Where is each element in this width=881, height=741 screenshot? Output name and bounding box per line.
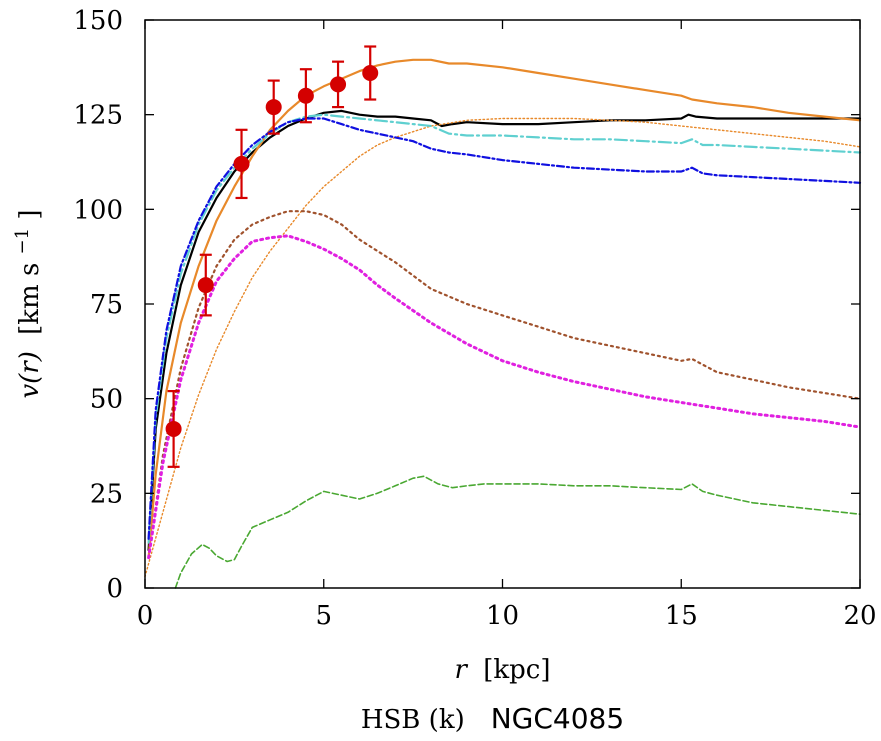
data-point [233,155,250,172]
series-line-6 [147,210,862,559]
y-tick-label: 75 [90,290,123,320]
series-line-2 [147,58,862,559]
y-axis-var: v(r) [15,351,45,398]
observations-layer [165,45,379,468]
data-point [330,76,347,93]
series-line-4 [147,113,862,544]
series-layer [144,58,862,589]
x-tick-label: 10 [486,601,519,631]
data-point [362,65,379,82]
y-axis-unit-exponent: −1 [12,228,33,255]
series-line-7 [147,234,862,560]
chart-caption: HSB (k) NGC4085 [361,702,624,735]
y-tick-label: 50 [90,385,123,415]
y-tick-label: 125 [73,101,123,131]
series-line-5 [147,117,862,540]
series-line-3 [144,117,861,578]
data-point [197,277,214,294]
y-tick-label: 100 [73,195,123,225]
x-tick-label: 20 [843,601,876,631]
x-axis-unit: [kpc] [483,655,550,685]
series-line-1 [147,109,862,552]
y-tick-label: 150 [73,6,123,36]
data-point [265,99,282,116]
series-line-8 [174,475,861,589]
data-point [297,87,314,104]
x-tick-label: 15 [665,601,698,631]
data-point [165,420,182,437]
ticks-layer [144,19,861,589]
tick-labels-layer: 0 5 10 15 20 0 25 50 75 100 125 150 [73,6,876,631]
x-tick-label: 5 [315,601,332,631]
x-tick-label: 0 [137,601,154,631]
x-axis-title: r [kpc] [455,655,551,685]
y-tick-label: 0 [106,574,123,604]
caption-galaxy-name: NGC4085 [491,702,624,735]
y-axis-unit: [km s [15,263,45,335]
caption-prefix: HSB (k) [361,705,465,735]
y-axis-unit-end: ] [15,209,45,219]
x-axis-var: r [455,655,469,685]
y-tick-label: 25 [90,479,123,509]
y-axis-title: v(r) [km s −1 ] [5,209,45,398]
